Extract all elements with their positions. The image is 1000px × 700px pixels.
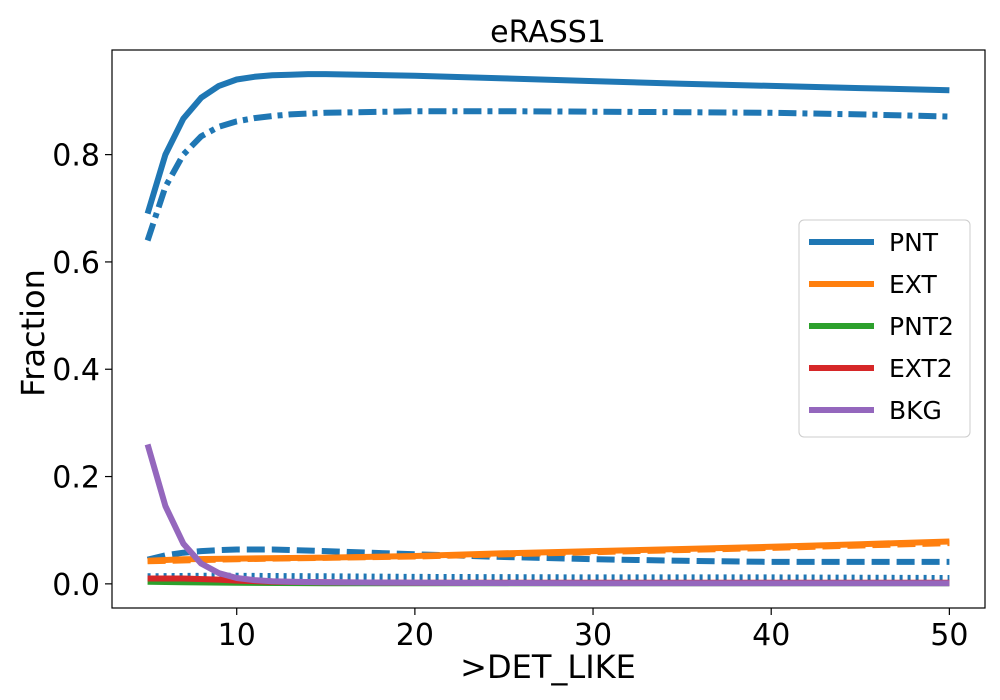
series-line-9 (144, 443, 950, 587)
x-tick-label: 30 (574, 618, 612, 653)
legend-label-bkg: BKG (889, 396, 942, 425)
series-line-4 (147, 572, 950, 581)
plot-area (111, 49, 986, 609)
ticks-layer: 10 20 30 40 50 0.0 0.2 0.4 0.6 0.8 (52, 139, 968, 653)
y-tick-label: 0.4 (52, 353, 100, 388)
legend-label-ext2: EXT2 (889, 354, 953, 383)
y-tick-label: 0.8 (52, 139, 100, 174)
legend-label-pnt: PNT (889, 228, 939, 257)
legend-entries: PNT EXT PNT2 EXT2 BKG (809, 228, 954, 425)
series-line-1 (144, 71, 950, 215)
y-axis-label: Fraction (14, 269, 52, 397)
legend-box (798, 219, 971, 438)
x-axis-label: >DET_LIKE (460, 648, 636, 686)
legend-label-pnt2: PNT2 (889, 312, 954, 341)
y-tick-label: 0.0 (52, 568, 100, 603)
series-line-6 (147, 540, 950, 565)
x-tick-label: 50 (930, 618, 968, 653)
chart-title: eRASS1 (490, 15, 606, 50)
legend-label-ext: EXT (889, 270, 937, 299)
x-tick-label: 10 (218, 618, 256, 653)
legend: PNT EXT PNT2 EXT2 BKG (798, 219, 971, 438)
series-layer (144, 71, 950, 587)
y-tick-label: 0.6 (52, 246, 100, 281)
x-tick-label: 20 (396, 618, 434, 653)
y-tick-label: 0.2 (52, 461, 100, 496)
x-tick-label: 40 (752, 618, 790, 653)
series-line-2 (144, 108, 950, 242)
